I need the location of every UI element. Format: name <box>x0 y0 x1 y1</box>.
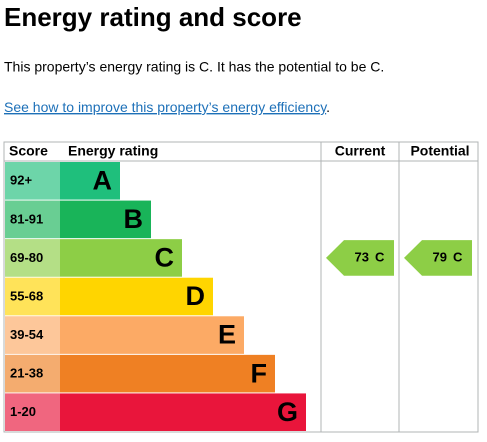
potential-rating: C <box>453 249 463 264</box>
potential-arrow <box>404 240 472 276</box>
score-cell <box>5 200 60 239</box>
rating-bar <box>60 393 306 431</box>
score-cell <box>5 162 60 200</box>
current-arrow <box>326 240 394 276</box>
rating-bar <box>60 354 275 393</box>
column-header: Energy rating <box>68 143 158 159</box>
current-score: 73 <box>355 249 369 264</box>
table-border <box>3 141 479 433</box>
rating-letter: F <box>251 358 268 388</box>
link-line: See how to improve this property’s energ… <box>4 99 330 115</box>
score-cell-tint <box>5 239 60 277</box>
improve-link[interactable]: See how to improve this property’s energ… <box>4 99 327 115</box>
score-cell-tint <box>5 277 60 316</box>
score-cell <box>5 239 60 277</box>
score-label: 55-68 <box>10 288 43 303</box>
score-label: 1-20 <box>10 404 36 419</box>
rating-bar <box>60 277 213 316</box>
score-cell <box>5 277 60 316</box>
title: Energy rating and score <box>4 2 302 32</box>
summary: This property’s energy rating is C. It h… <box>4 59 384 75</box>
column-header: Current <box>335 143 386 159</box>
rating-letter: G <box>277 397 298 427</box>
link-end: . <box>326 99 330 115</box>
rating-bar <box>60 239 182 277</box>
rating-bar <box>60 316 244 354</box>
rating-letter: D <box>186 281 206 311</box>
score-cell-tint <box>5 316 60 354</box>
rating-letter: A <box>93 165 113 195</box>
score-label: 81-91 <box>10 211 43 226</box>
score-cell-tint <box>5 162 60 200</box>
score-label: 21-38 <box>10 366 43 381</box>
column-header: Score <box>9 143 48 159</box>
rating-bar <box>60 162 120 200</box>
potential-score: 79 <box>433 249 447 264</box>
rating-bar <box>60 200 151 239</box>
score-label: 39-54 <box>10 327 44 342</box>
rating-letter: C <box>155 243 175 273</box>
score-label: 92+ <box>10 173 32 188</box>
score-cell-tint <box>5 354 60 393</box>
current-rating: C <box>375 249 385 264</box>
score-cell <box>5 316 60 354</box>
column-header: Potential <box>410 143 469 159</box>
score-cell <box>5 354 60 393</box>
score-label: 69-80 <box>10 250 43 265</box>
rating-letter: B <box>124 204 144 234</box>
score-cell-tint <box>5 393 60 431</box>
score-cell <box>5 393 60 431</box>
rating-letter: E <box>218 320 236 350</box>
score-cell-tint <box>5 200 60 239</box>
